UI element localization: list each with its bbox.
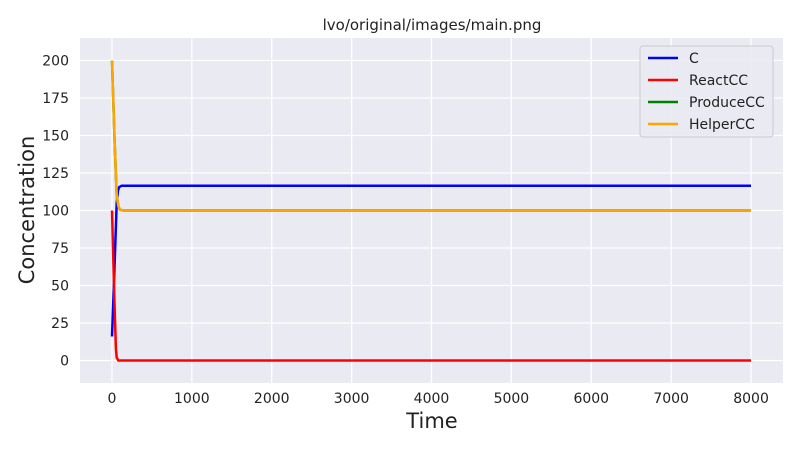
y-tick-label: 25 — [51, 316, 69, 332]
legend-label: HelperCC — [689, 117, 755, 133]
x-tick-label: 7000 — [653, 391, 689, 407]
legend: C ReactCC ProduceCC HelperCC — [639, 45, 774, 138]
x-tick-label: 8000 — [733, 391, 769, 407]
series-line-helpercc — [110, 60, 751, 212]
y-tick-label: 100 — [42, 204, 69, 220]
y-tick-label: 50 — [51, 279, 69, 295]
series-line-reactcc — [110, 210, 751, 362]
x-tick-label: 0 — [107, 391, 116, 407]
tick-labels: 0 1000 2000 3000 4000 5000 6000 7000 8000 0 25 50 75… — [42, 54, 769, 408]
legend-box — [639, 45, 774, 138]
legend-label: ProduceCC — [689, 95, 765, 111]
series-lines — [110, 60, 751, 362]
x-axis-label: Time — [405, 409, 457, 433]
x-tick-label: 5000 — [494, 391, 530, 407]
y-axis-label: Concentration — [15, 136, 39, 285]
y-tick-label: 75 — [51, 241, 69, 257]
x-tick-label: 1000 — [174, 391, 210, 407]
y-tick-label: 150 — [42, 129, 69, 145]
legend-label: C — [689, 51, 699, 67]
legend-label: ReactCC — [689, 73, 748, 89]
y-tick-label: 200 — [42, 54, 69, 70]
y-tick-label: 125 — [42, 166, 69, 182]
x-tick-label: 4000 — [414, 391, 450, 407]
y-tick-label: 0 — [60, 354, 69, 370]
x-tick-label: 3000 — [334, 391, 370, 407]
x-tick-label: 6000 — [573, 391, 609, 407]
x-tick-label: 2000 — [254, 391, 290, 407]
y-tick-label: 175 — [42, 91, 69, 107]
chart-title: lvo/original/images/main.png — [323, 16, 542, 34]
